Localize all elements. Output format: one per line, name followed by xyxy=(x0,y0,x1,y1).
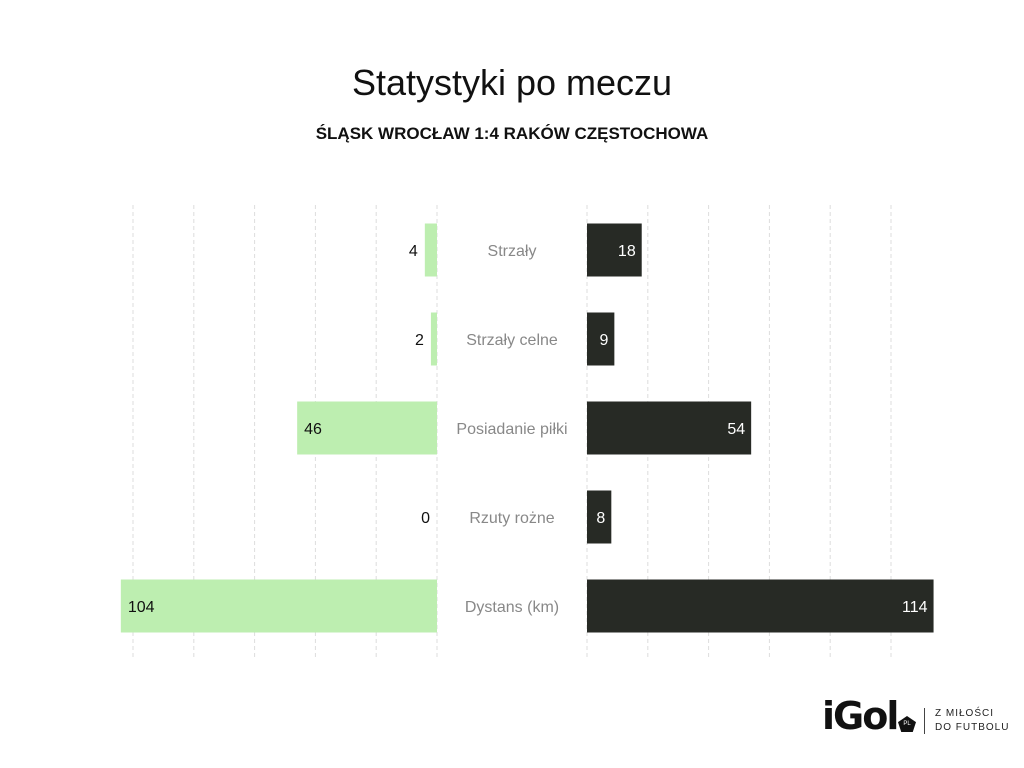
tagline-line-1: Z MIŁOŚCI xyxy=(935,708,995,719)
bar-right xyxy=(587,401,752,455)
bar-left xyxy=(424,223,437,277)
category-label: Rzuty rożne xyxy=(469,510,554,527)
tagline-line-2: DO FUTBOLU xyxy=(935,722,1010,733)
category-label: Strzały celne xyxy=(466,332,558,349)
bar-right xyxy=(587,490,612,544)
data-label-right: 114 xyxy=(902,599,928,616)
igol-logo: iGol PL Z MIŁOŚCI DO FUTBOLU xyxy=(822,694,1012,740)
data-label-right: 9 xyxy=(599,332,608,349)
bar-left xyxy=(297,401,437,455)
logo-tagline: Z MIŁOŚCI DO FUTBOLU xyxy=(935,707,1009,735)
logo-brand: iGol xyxy=(822,694,899,738)
data-label-right: 18 xyxy=(618,243,636,260)
data-label-left: 46 xyxy=(304,421,322,438)
chart-subtitle: ŚLĄSK WROCŁAW 1:4 RAKÓW CZĘSTOCHOWA xyxy=(315,124,709,143)
logo-separator xyxy=(924,708,925,734)
bar-left xyxy=(120,579,437,633)
bar-right xyxy=(587,312,615,366)
data-label-left: 2 xyxy=(415,332,424,349)
data-label-left: 104 xyxy=(128,599,155,616)
bar-right xyxy=(587,223,642,277)
category-label: Strzały xyxy=(488,243,537,260)
data-label-left: 4 xyxy=(409,243,418,260)
bar-left xyxy=(430,312,437,366)
data-label-left: 0 xyxy=(421,510,430,527)
category-label: Posiadanie piłki xyxy=(456,421,567,438)
logo-badge: PL xyxy=(898,716,916,732)
bar-right xyxy=(587,579,934,633)
data-label-right: 8 xyxy=(596,510,605,527)
category-label: Dystans (km) xyxy=(465,599,559,616)
chart-title: Statystyki po meczu xyxy=(351,62,673,103)
data-label-right: 54 xyxy=(727,421,745,438)
